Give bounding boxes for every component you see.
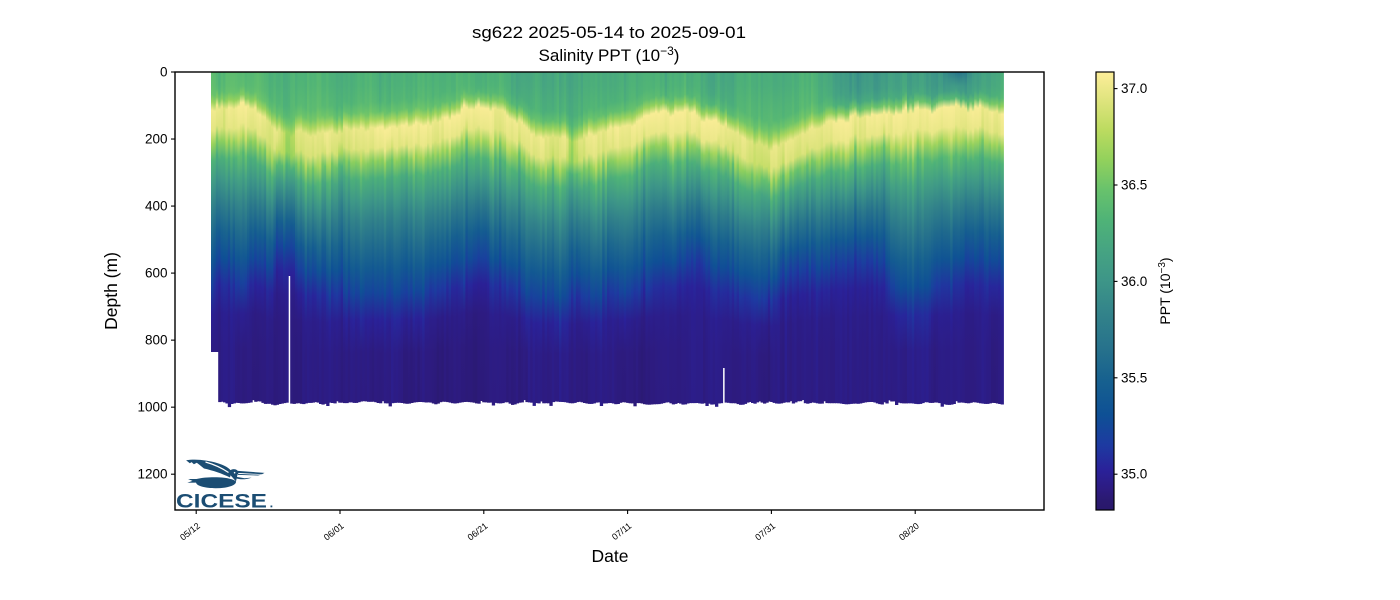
svg-text:0: 0 bbox=[160, 65, 168, 80]
svg-text:sg622 2025-05-14 to 2025-09-01: sg622 2025-05-14 to 2025-09-01 bbox=[472, 23, 746, 42]
svg-text:35.5: 35.5 bbox=[1121, 370, 1147, 385]
svg-text:1200: 1200 bbox=[137, 467, 167, 482]
svg-text:Salinity PPT (10−3): Salinity PPT (10−3) bbox=[539, 44, 680, 65]
svg-text:1000: 1000 bbox=[137, 400, 167, 415]
svg-text:800: 800 bbox=[145, 333, 168, 348]
svg-text:37.0: 37.0 bbox=[1121, 81, 1147, 96]
svg-text:Date: Date bbox=[592, 546, 629, 566]
svg-text:36.5: 36.5 bbox=[1121, 178, 1147, 193]
svg-text:Depth (m): Depth (m) bbox=[101, 252, 121, 330]
svg-text:35.0: 35.0 bbox=[1121, 467, 1147, 482]
svg-text:400: 400 bbox=[145, 199, 168, 214]
svg-text:PPT (10−3): PPT (10−3) bbox=[1157, 257, 1173, 324]
svg-text:CICESE: CICESE bbox=[176, 492, 267, 513]
svg-text:200: 200 bbox=[145, 132, 168, 147]
svg-text:600: 600 bbox=[145, 266, 168, 281]
svg-text:36.0: 36.0 bbox=[1121, 274, 1147, 289]
